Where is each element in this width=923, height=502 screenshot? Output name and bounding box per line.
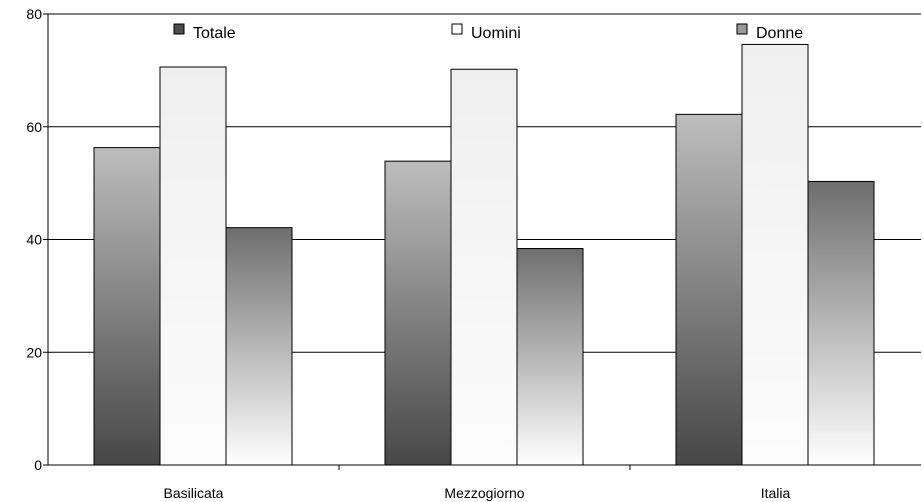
y-tick-label: 40 [26, 232, 42, 248]
y-tick-label: 20 [26, 344, 42, 360]
x-tick-label: Italia [761, 485, 791, 501]
legend: Totale Uomini Donne [173, 23, 803, 42]
y-tick-label: 80 [26, 6, 42, 22]
axes: 0 20 40 60 80 Basilicata Mezzogiorno Italia [26, 6, 921, 501]
bar-uomini-mezzogiorno [450, 68, 518, 466]
bar-totale-italia [675, 113, 743, 466]
bar-donne-basilicata [225, 227, 293, 466]
legend-label-donne: Donne [756, 25, 803, 42]
bar-totale-basilicata [93, 147, 161, 466]
bar-uomini-italia [741, 43, 809, 466]
x-tick-label: Mezzogiorno [444, 485, 524, 501]
y-tick-label: 0 [34, 457, 42, 473]
legend-swatch-totale [173, 23, 185, 35]
bar-uomini-basilicata [159, 66, 227, 466]
bar-donne-italia [807, 180, 875, 466]
legend-swatch-donne [736, 23, 748, 35]
bars [93, 43, 875, 466]
bar-donne-mezzogiorno [516, 248, 584, 466]
y-tick-label: 60 [26, 119, 42, 135]
x-tick-label: Basilicata [164, 485, 224, 501]
legend-label-totale: Totale [193, 25, 236, 42]
legend-swatch-uomini [451, 23, 463, 35]
legend-label-uomini: Uomini [471, 25, 521, 42]
bar-totale-mezzogiorno [384, 160, 452, 466]
